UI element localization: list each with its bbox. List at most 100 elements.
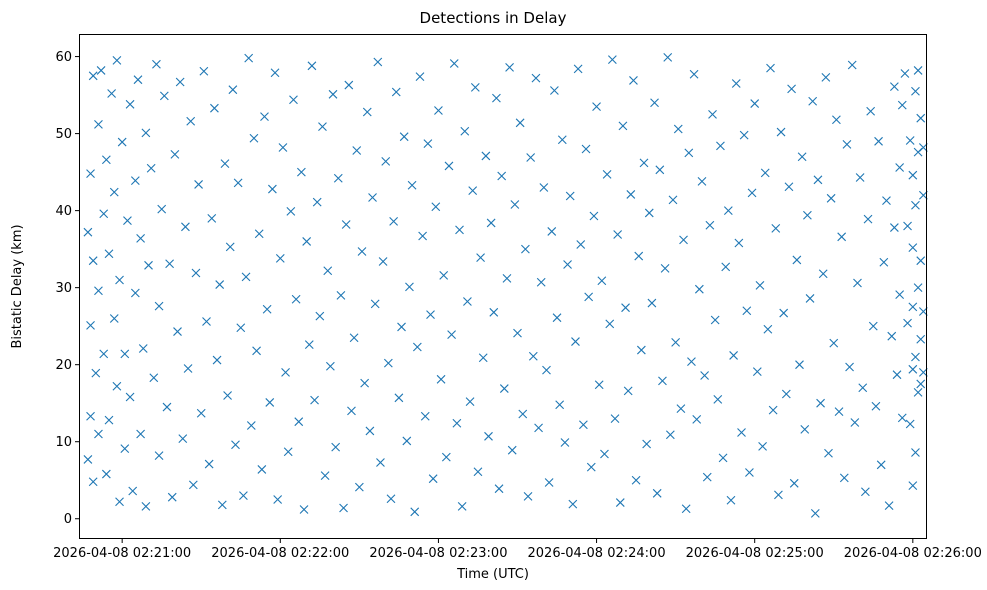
scatter-point: [598, 277, 606, 285]
scatter-point: [848, 61, 856, 69]
scatter-point: [477, 254, 485, 262]
scatter-point: [448, 331, 456, 339]
scatter-point: [126, 100, 134, 108]
scatter-point: [137, 234, 145, 242]
scatter-point: [295, 418, 303, 426]
scatter-point: [830, 339, 838, 347]
scatter-point: [890, 83, 898, 91]
scatter-point: [893, 371, 901, 379]
scatter-point: [780, 309, 788, 317]
scatter-point: [846, 363, 854, 371]
scatter-point: [432, 203, 440, 211]
scatter-point: [714, 395, 722, 403]
scatter-point: [622, 304, 630, 312]
scatter-point: [877, 461, 885, 469]
scatter-point: [110, 188, 118, 196]
y-tick-label: 30: [55, 281, 72, 296]
scatter-point: [645, 209, 653, 217]
scatter-point: [838, 233, 846, 241]
scatter-point: [521, 245, 529, 253]
scatter-point: [158, 205, 166, 213]
scatter-point: [564, 261, 572, 269]
scatter-point: [131, 289, 139, 297]
scatter-point: [795, 361, 803, 369]
scatter-point: [200, 67, 208, 75]
scatter-point: [408, 181, 416, 189]
scatter-point: [250, 134, 258, 142]
scatter-point: [693, 415, 701, 423]
scatter-point: [274, 495, 282, 503]
scatter-point: [292, 295, 300, 303]
scatter-point: [392, 88, 400, 96]
scatter-point: [600, 450, 608, 458]
scatter-point: [811, 509, 819, 517]
scatter-point: [160, 92, 168, 100]
scatter-point: [398, 323, 406, 331]
scatter-point: [867, 107, 875, 115]
scatter-point: [390, 217, 398, 225]
scatter-point: [253, 347, 261, 355]
scatter-point: [814, 176, 822, 184]
scatter-point: [658, 377, 666, 385]
scatter-point: [166, 260, 174, 268]
scatter-point: [474, 468, 482, 476]
scatter-point: [906, 137, 914, 145]
scatter-point: [92, 369, 100, 377]
scatter-point: [669, 196, 677, 204]
scatter-point: [437, 375, 445, 383]
scatter-point: [213, 356, 221, 364]
scatter-point: [100, 350, 108, 358]
scatter-point: [793, 256, 801, 264]
scatter-point: [648, 299, 656, 307]
scatter-point: [237, 324, 245, 332]
scatter-point: [853, 279, 861, 287]
scatter-point: [558, 136, 566, 144]
scatter-point: [535, 424, 543, 432]
scatter-point: [532, 74, 540, 82]
scatter-point: [885, 502, 893, 510]
scatter-point: [350, 334, 358, 342]
scatter-point: [487, 219, 495, 227]
scatter-point: [553, 314, 561, 322]
scatter-point: [471, 83, 479, 91]
scatter-point: [832, 116, 840, 124]
scatter-point: [545, 479, 553, 487]
scatter-point: [751, 100, 759, 108]
chart-title: Detections in Delay: [420, 9, 567, 27]
scatter-point: [242, 273, 250, 281]
scatter-point: [685, 149, 693, 157]
scatter-point: [732, 80, 740, 88]
scatter-point: [917, 114, 925, 122]
scatter-point: [239, 492, 247, 500]
scatter-point: [819, 270, 827, 278]
scatter-point: [695, 285, 703, 293]
scatter-point: [187, 117, 195, 125]
scatter-point: [116, 276, 124, 284]
scatter-point: [593, 103, 601, 111]
scatter-point: [89, 72, 97, 80]
scatter-point: [914, 284, 922, 292]
scatter-point: [168, 493, 176, 501]
scatter-point: [174, 328, 182, 336]
scatter-point: [203, 318, 211, 326]
scatter-point: [458, 502, 466, 510]
scatter-point: [276, 254, 284, 262]
scatter-point: [519, 410, 527, 418]
scatter-point: [764, 325, 772, 333]
scatter-point: [492, 94, 500, 102]
scatter-point: [909, 482, 917, 490]
scatter-point: [527, 153, 535, 161]
scatter-point: [316, 312, 324, 320]
scatter-point: [218, 501, 226, 509]
scatter-point: [577, 241, 585, 249]
x-tick-label: 2026-04-08 02:25:00: [686, 546, 824, 561]
scatter-point: [419, 232, 427, 240]
scatter-point: [321, 472, 329, 480]
scatter-point: [701, 371, 709, 379]
scatter-point: [711, 316, 719, 324]
scatter-point: [134, 76, 142, 84]
x-tick-label: 2026-04-08 02:23:00: [369, 546, 507, 561]
scatter-point: [722, 263, 730, 271]
scatter-point: [340, 504, 348, 512]
scatter-point: [363, 108, 371, 116]
